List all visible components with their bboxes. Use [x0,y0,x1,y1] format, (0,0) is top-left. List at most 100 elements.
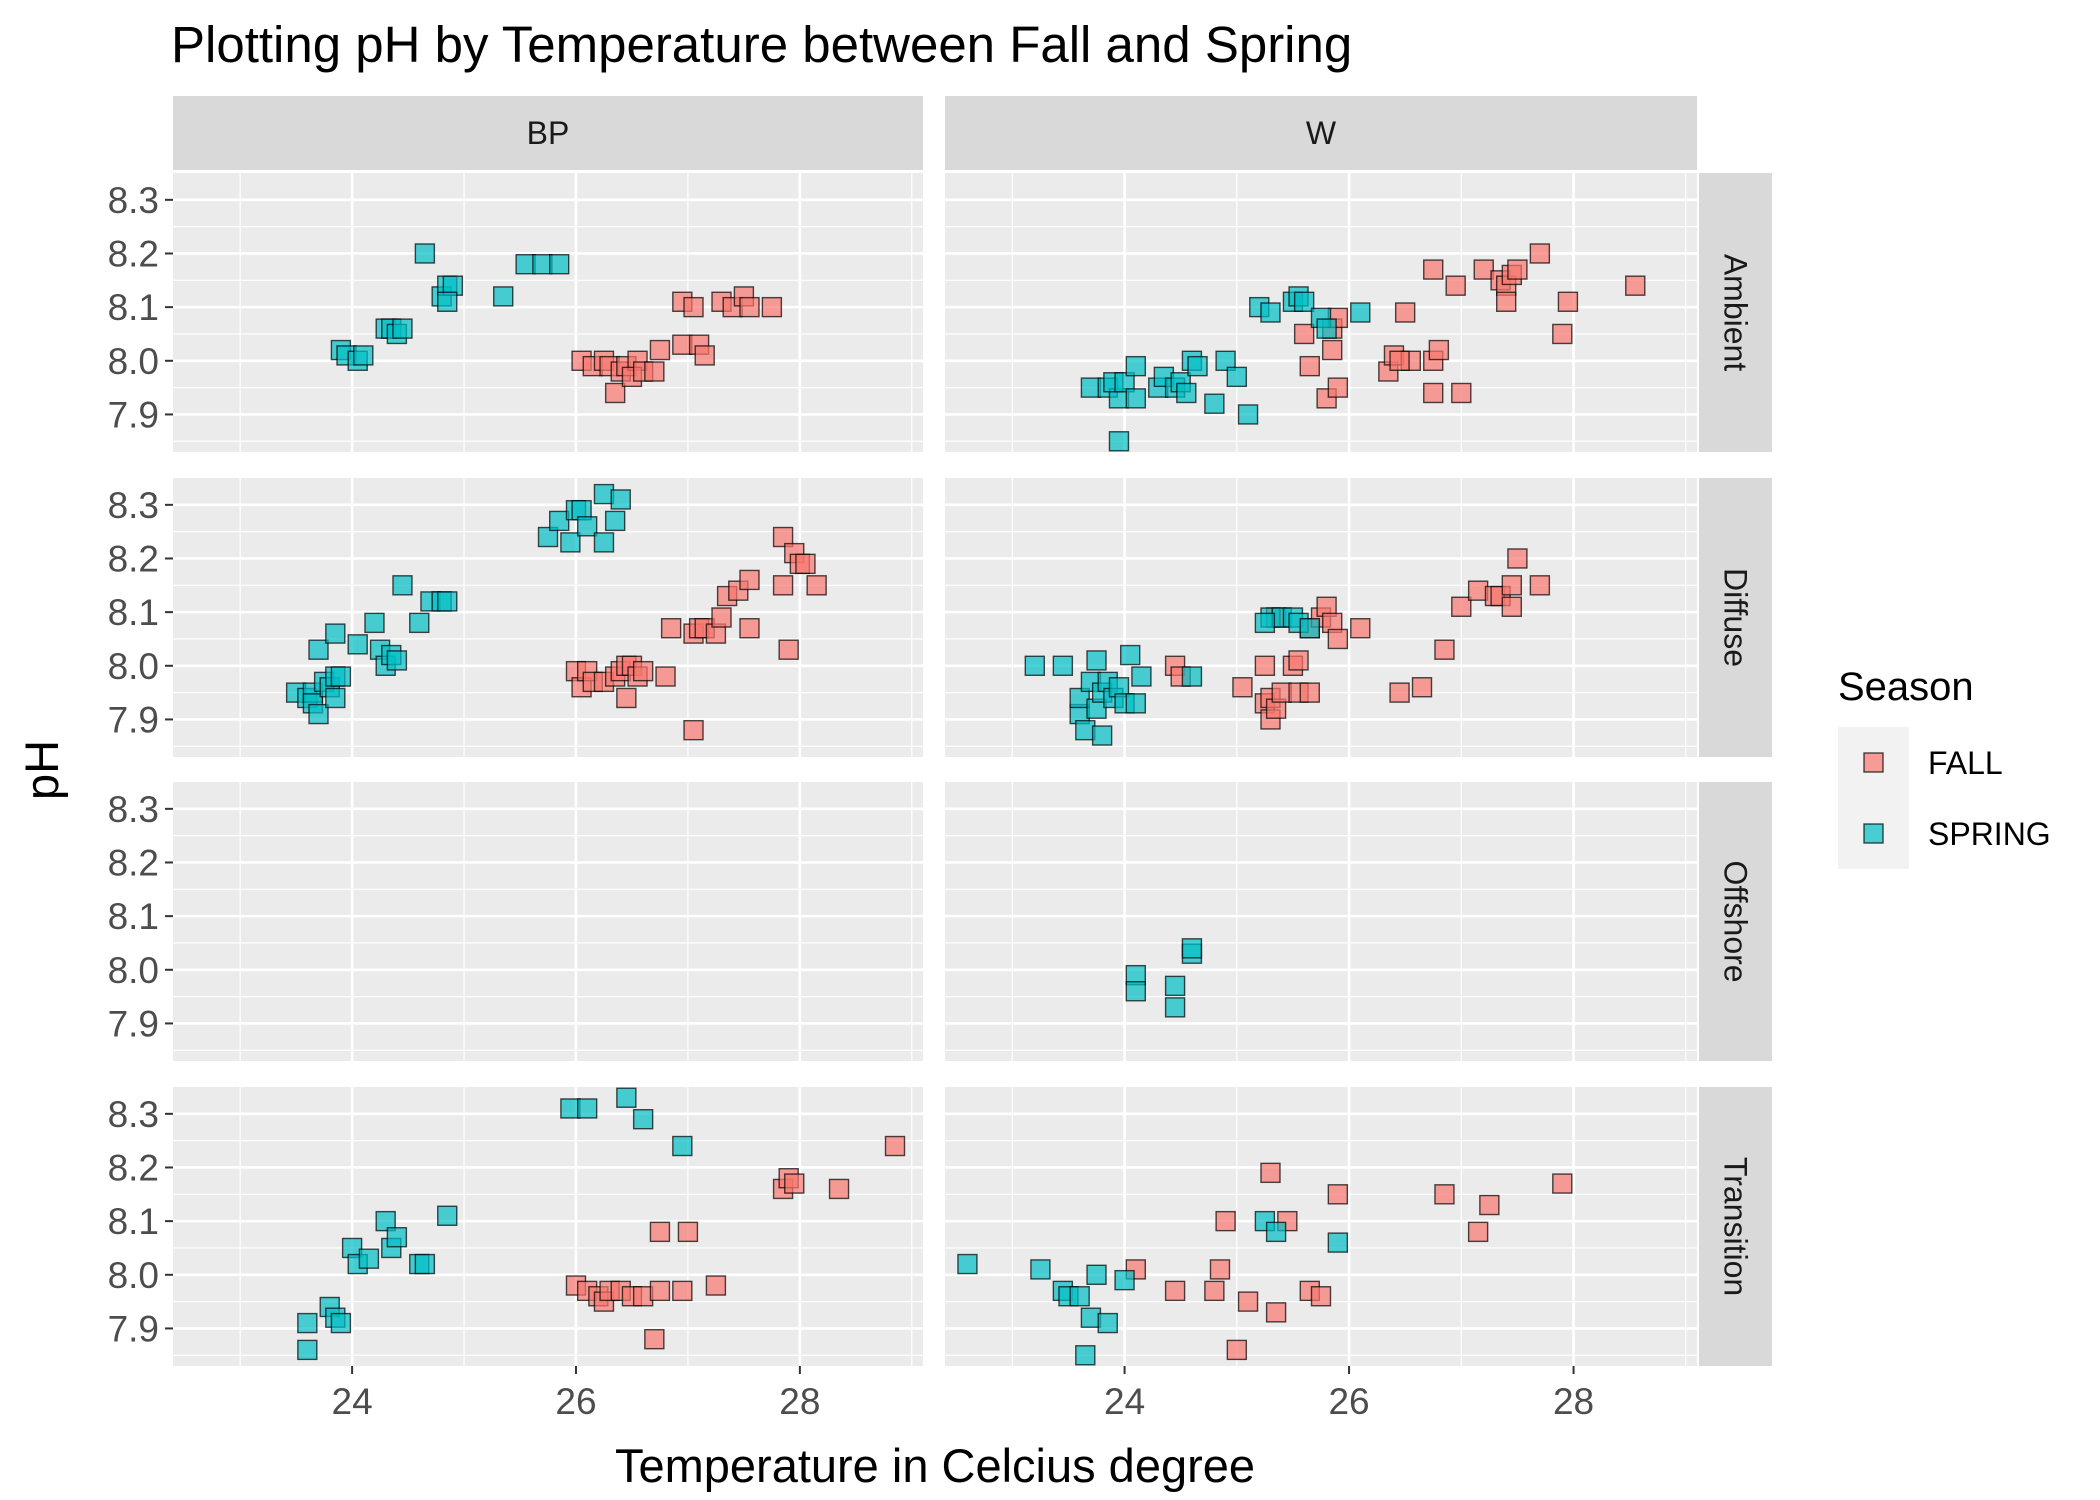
legend-key-fall [1863,752,1884,773]
data-point-spring [347,634,368,655]
data-point-fall [1434,1184,1455,1205]
data-point-fall [1625,275,1646,296]
y-tick-label: 7.9 [108,394,159,435]
data-point-spring [1114,1269,1135,1291]
y-tick-label: 8.3 [108,1094,159,1135]
data-point-spring [1204,393,1225,414]
data-point-spring [1237,404,1259,425]
data-point-spring [1293,291,1315,312]
data-point-fall [672,1280,693,1302]
data-point-spring [957,1253,978,1275]
x-tick-label: 28 [1553,1381,1594,1422]
data-point-spring [1350,302,1371,323]
data-point-spring [1327,1232,1349,1253]
data-point-spring [325,623,346,644]
data-point-fall [1557,291,1579,312]
data-point-spring [386,1227,408,1248]
panel-background [945,1087,1697,1366]
data-point-spring [1254,612,1276,634]
data-point-spring [1086,650,1107,671]
data-point-fall [1501,575,1523,596]
data-point-spring [1075,1345,1096,1366]
data-point-fall [1327,628,1349,650]
y-tick-label: 8.0 [108,341,159,382]
data-point-fall [1260,1162,1281,1184]
data-point-spring [386,650,408,671]
data-point-spring [1260,302,1281,323]
data-point-spring [604,510,626,532]
y-tick-label: 8.0 [108,646,159,687]
data-point-spring [1125,693,1147,714]
data-point-fall [1434,639,1455,660]
data-point-fall [604,382,626,404]
data-point-fall [660,618,682,639]
data-point-spring [1265,1221,1287,1243]
data-point-fall [616,687,637,709]
data-point-spring [414,243,436,264]
y-tick-label: 8.2 [108,842,159,883]
data-point-spring [1316,318,1337,339]
data-point-fall [655,666,676,687]
panel-background [173,173,923,452]
data-point-fall [1327,377,1349,398]
row-strip [1699,782,1772,1061]
panel-background [173,1087,923,1366]
data-point-fall [1293,323,1315,345]
data-point-spring [375,1210,396,1232]
data-point-spring [1125,981,1147,1002]
data-point-spring [560,532,581,553]
data-point-fall [1552,323,1573,345]
data-point-spring [1299,618,1320,639]
data-point-fall [1445,275,1466,296]
data-point-fall [1350,618,1371,639]
data-point-fall [694,345,715,366]
data-point-fall [1451,382,1472,404]
data-point-spring [576,1098,598,1119]
row-strip-label: Diffuse [1718,568,1754,667]
data-point-fall [649,1221,671,1243]
data-point-fall [1552,1173,1573,1194]
data-point-spring [548,254,570,275]
data-point-fall [778,639,799,660]
data-point-fall [1232,677,1253,698]
data-point-fall [739,296,760,318]
data-point-fall [1204,1280,1225,1302]
panel-background [173,478,923,757]
data-point-spring [308,639,329,660]
column-strip [173,96,923,170]
column-strip-label: BP [527,115,570,151]
y-tick-label: 8.1 [108,592,159,633]
data-point-fall [705,1275,727,1296]
data-point-fall [1389,682,1410,703]
data-point-fall [1265,1302,1287,1323]
data-point-fall [1288,650,1309,671]
data-point-fall [784,1173,805,1194]
data-point-spring [1030,1259,1051,1280]
x-axis-title: Temperature in Celcius degree [615,1439,1255,1492]
data-point-fall [677,1221,699,1243]
data-point-spring [1164,997,1186,1018]
data-point-spring [297,1339,318,1361]
data-point-spring [1187,355,1208,377]
data-point-fall [1299,355,1320,377]
data-point-fall [1164,1280,1186,1302]
data-point-spring [437,291,458,312]
legend: Season FALL SPRING [1838,665,2051,869]
data-point-fall [1389,350,1410,371]
data-point-spring [297,1312,318,1334]
data-point-fall [1394,302,1416,323]
y-tick-label: 8.3 [108,180,159,221]
data-point-spring [330,666,352,687]
y-tick-label: 8.1 [108,896,159,937]
x-tick-label: 28 [779,1381,820,1422]
y-tick-label: 7.9 [108,699,159,740]
row-strip-label: Offshore [1718,860,1754,982]
legend-label: SPRING [1928,816,2051,852]
data-point-spring [414,1253,436,1275]
data-point-fall [1501,596,1523,617]
y-tick-label: 8.0 [108,1255,159,1296]
data-point-spring [1181,938,1203,959]
x-tick-label: 24 [332,1381,373,1422]
data-point-fall [1479,1194,1500,1216]
